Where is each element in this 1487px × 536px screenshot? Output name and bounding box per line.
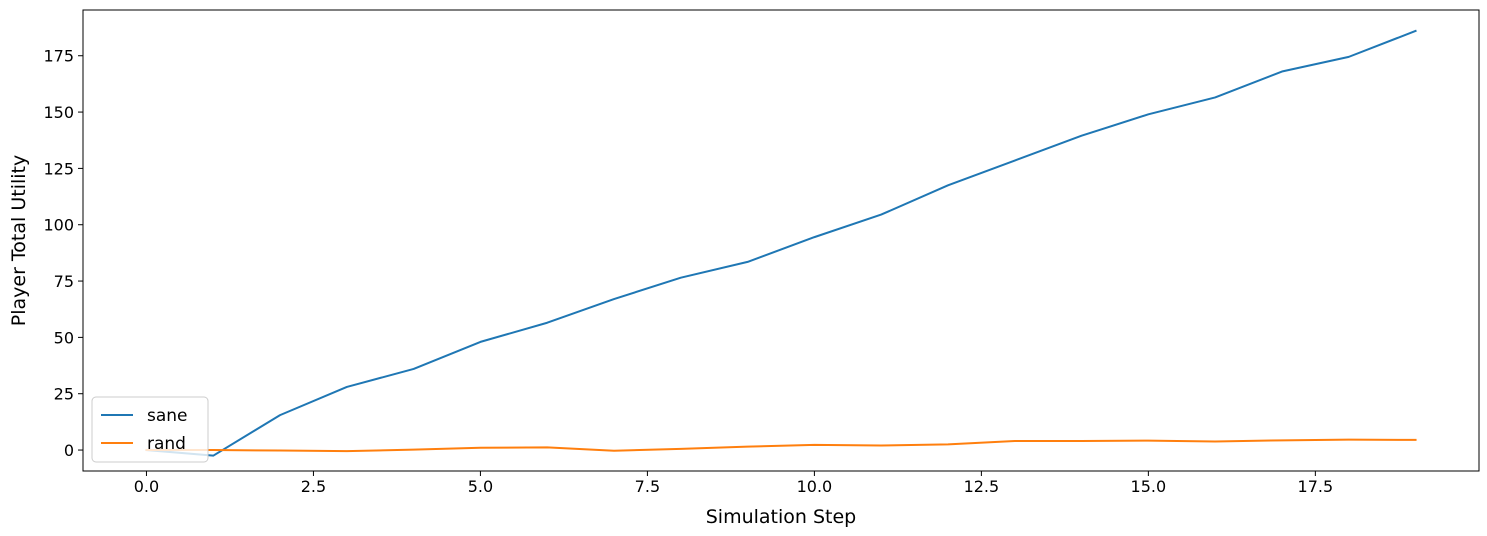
- x-tick-label: 2.5: [301, 477, 326, 496]
- x-axis: 0.0 2.5 5.0 7.5 10.0 12.5 15.0 17.5: [134, 471, 1333, 496]
- y-axis: 0 25 50 75 100 125 150 175: [43, 47, 83, 460]
- series-line-rand: [145, 438, 1417, 453]
- legend: sane rand: [91, 396, 209, 463]
- plot-frame: [82, 9, 1480, 472]
- y-tick-label: 125: [43, 159, 74, 178]
- y-tick-label: 0: [64, 441, 74, 460]
- legend-box: [91, 396, 209, 463]
- y-tick-label: 100: [43, 216, 74, 235]
- series-layer: [145, 29, 1417, 457]
- x-tick-label: 0.0: [134, 477, 159, 496]
- x-tick-label: 5.0: [468, 477, 493, 496]
- legend-label-sane: sane: [147, 406, 188, 426]
- x-tick-label: 10.0: [797, 477, 833, 496]
- y-tick-label: 175: [43, 47, 74, 66]
- legend-label-rand: rand: [147, 434, 186, 454]
- x-tick-label: 15.0: [1131, 477, 1167, 496]
- series-line-sane: [145, 29, 1417, 457]
- y-axis-title: Player Total Utility: [8, 155, 30, 326]
- x-tick-label: 12.5: [964, 477, 1000, 496]
- x-tick-label: 17.5: [1298, 477, 1334, 496]
- x-tick-label: 7.5: [635, 477, 660, 496]
- y-tick-label: 25: [54, 385, 74, 404]
- y-tick-label: 50: [54, 328, 74, 347]
- x-axis-title: Simulation Step: [706, 506, 857, 528]
- y-tick-label: 150: [43, 103, 74, 122]
- y-tick-label: 75: [54, 272, 74, 291]
